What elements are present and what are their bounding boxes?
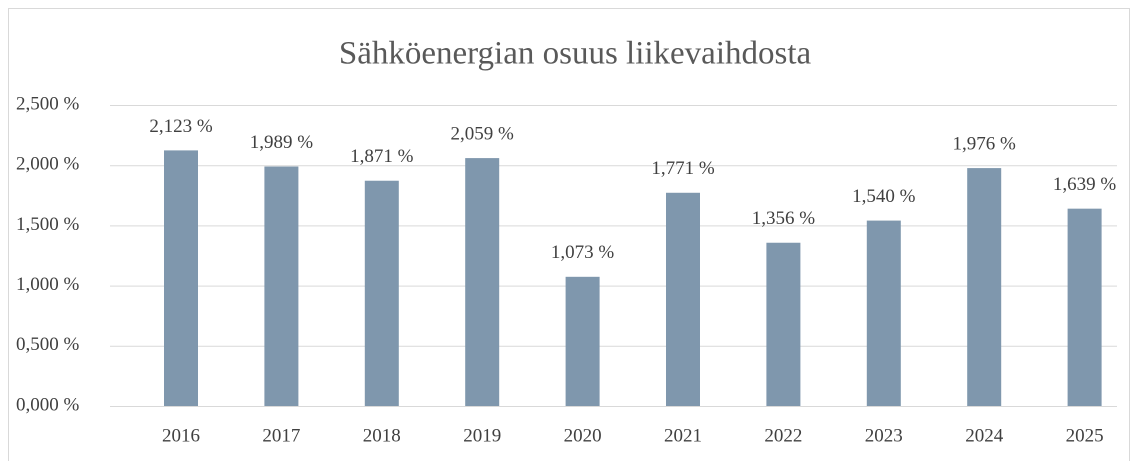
value-label: 1,871 % <box>350 146 414 167</box>
bar <box>766 242 801 406</box>
bar <box>465 158 500 406</box>
bar <box>866 220 901 406</box>
value-label: 1,976 % <box>953 133 1017 154</box>
y-tick-label: 2,500 % <box>16 93 80 114</box>
value-label: 1,356 % <box>752 208 816 229</box>
value-label: 1,540 % <box>852 186 916 207</box>
x-tick-label: 2024 <box>965 425 1004 446</box>
bar <box>364 180 399 406</box>
x-tick-label: 2019 <box>463 425 501 446</box>
y-tick-label: 1,500 % <box>16 214 80 235</box>
y-tick-label: 0,000 % <box>16 394 80 415</box>
x-tick-label: 2025 <box>1066 425 1104 446</box>
bar <box>565 276 600 406</box>
x-tick-label: 2023 <box>865 425 903 446</box>
value-label: 1,639 % <box>1053 174 1117 195</box>
x-tick-label: 2017 <box>262 425 300 446</box>
value-label: 1,073 % <box>551 242 615 263</box>
value-label: 2,123 % <box>149 116 213 137</box>
bar <box>1067 208 1102 406</box>
y-tick-label: 1,000 % <box>16 274 80 295</box>
x-tick-label: 2022 <box>764 425 802 446</box>
y-tick-label: 2,000 % <box>16 154 80 175</box>
chart-border <box>8 8 1130 461</box>
chart-title: Sähköenergian osuus liikevaihdosta <box>339 36 812 72</box>
x-tick-label: 2021 <box>664 425 702 446</box>
y-tick-label: 0,500 % <box>16 334 80 355</box>
value-label: 1,989 % <box>250 132 314 153</box>
bar <box>164 150 198 406</box>
x-tick-label: 2016 <box>162 425 200 446</box>
x-tick-label: 2018 <box>363 425 401 446</box>
x-tick-label: 2020 <box>564 425 602 446</box>
value-label: 2,059 % <box>451 123 515 144</box>
bar <box>666 192 700 406</box>
value-label: 1,771 % <box>651 158 715 179</box>
bar <box>264 166 299 406</box>
bar <box>967 168 1002 406</box>
